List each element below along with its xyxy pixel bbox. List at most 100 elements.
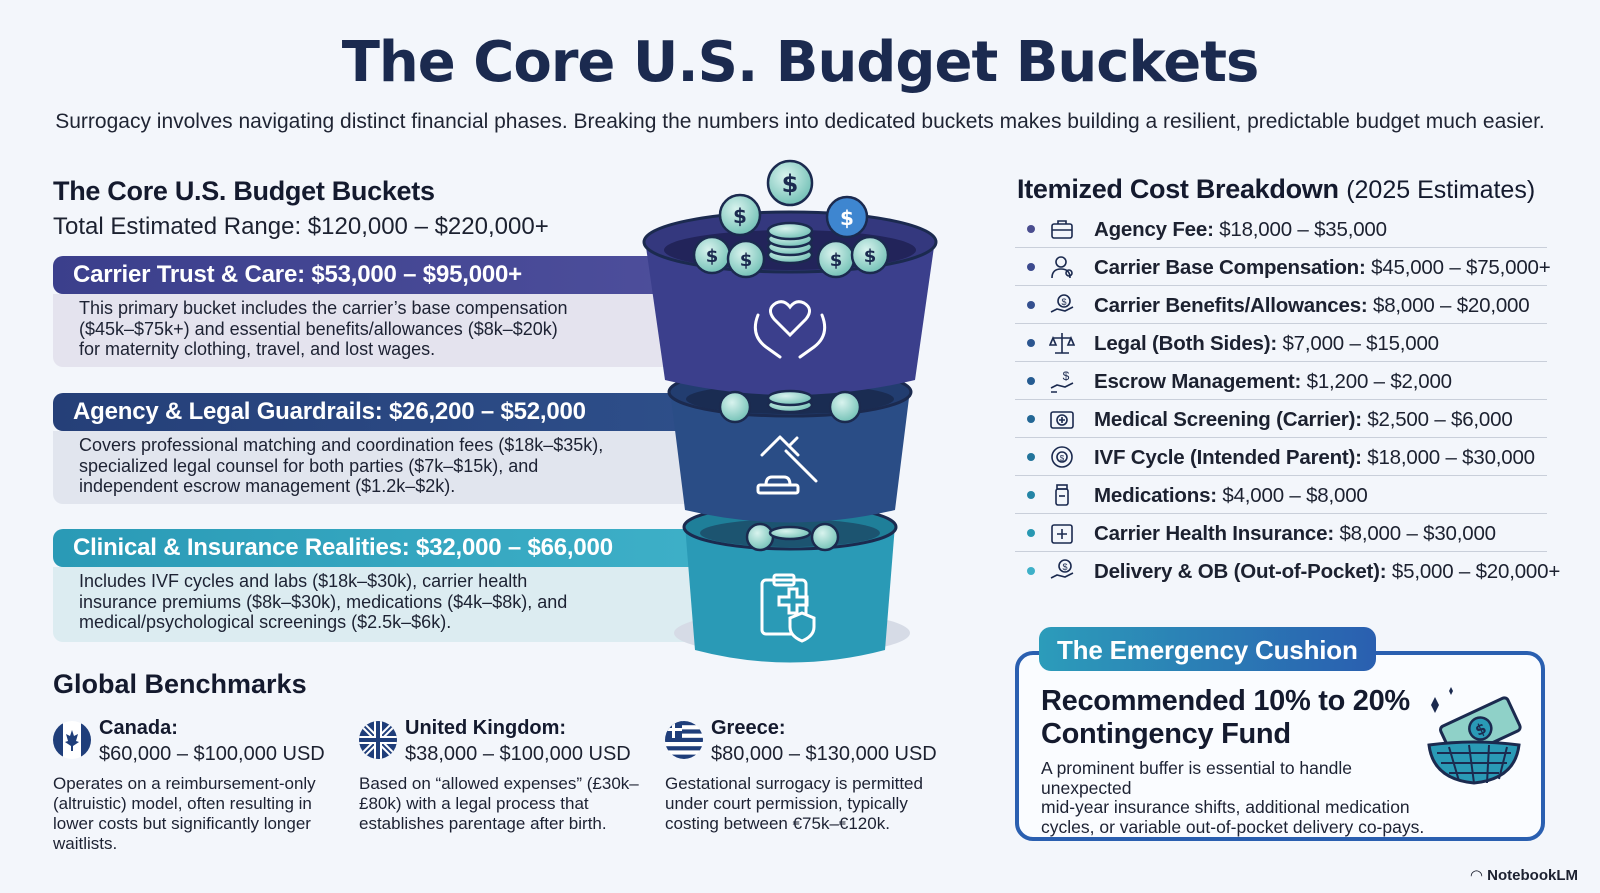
cost-item-text: Carrier Benefits/Allowances: $8,000 – $2… xyxy=(1094,294,1530,318)
bucket-desc-line: Includes IVF cycles and labs ($18k–$30k)… xyxy=(79,571,528,591)
note-line: establishes parentage after birth. xyxy=(359,814,607,833)
svg-text:$: $ xyxy=(1063,369,1070,383)
bucket-description: Covers professional matching and coordin… xyxy=(53,431,703,504)
cost-item-label: Escrow Management: xyxy=(1094,370,1302,393)
country-note: Gestational surrogacy is permitted under… xyxy=(665,774,955,834)
cost-item-value: $18,000 – $30,000 xyxy=(1361,446,1535,469)
cost-item-value: $45,000 – $75,000+ xyxy=(1365,256,1551,279)
cost-item: Carrier Health Insurance: $8,000 – $30,0… xyxy=(1015,514,1547,552)
medical-kit-icon xyxy=(1050,411,1074,429)
emergency-cushion-card: The Emergency Cushion Recommended 10% to… xyxy=(1015,627,1545,841)
note-line: Operates on a reimbursement-only xyxy=(53,774,316,793)
bucket-title: Clinical & Insurance Realities: $32,000 … xyxy=(53,529,713,567)
money-net-icon: $ xyxy=(1427,687,1522,785)
cell-icon: $ xyxy=(1051,446,1073,468)
page-title: The Core U.S. Budget Buckets xyxy=(341,30,1260,95)
cost-item-text: Agency Fee: $18,000 – $35,000 xyxy=(1094,218,1387,242)
cost-item-value: $2,500 – $6,000 xyxy=(1361,408,1513,431)
bucket-description: Includes IVF cycles and labs ($18k–$30k)… xyxy=(53,567,713,642)
svg-text:$: $ xyxy=(706,246,719,267)
country-uk: United Kingdom: $38,000 – $100,000 USD B… xyxy=(359,717,649,834)
cost-item-label: Delivery & OB (Out-of-Pocket): xyxy=(1094,560,1387,583)
heart-hands-icon xyxy=(753,300,827,359)
uk-flag-icon xyxy=(359,721,397,759)
svg-text:$: $ xyxy=(1060,454,1065,463)
cost-item: Agency Fee: $18,000 – $35,000 xyxy=(1015,210,1547,248)
cost-item-text: Escrow Management: $1,200 – $2,000 xyxy=(1094,370,1452,394)
bucket-desc-line: independent escrow management ($1.2k–$2k… xyxy=(79,476,456,496)
svg-text:$: $ xyxy=(1062,562,1067,572)
bullet-dot xyxy=(1027,339,1035,347)
svg-text:$: $ xyxy=(840,206,854,230)
cost-item: Medical Screening (Carrier): $2,500 – $6… xyxy=(1015,400,1547,438)
bucket-desc-line: Covers professional matching and coordin… xyxy=(79,435,604,455)
cost-item-text: Legal (Both Sides): $7,000 – $15,000 xyxy=(1094,332,1439,356)
svg-text:$: $ xyxy=(733,204,747,228)
cost-item-label: Carrier Health Insurance: xyxy=(1094,522,1334,545)
itemized-list: Agency Fee: $18,000 – $35,000 Carrier Bas… xyxy=(1015,210,1560,590)
cushion-headline: Recommended 10% to 20% Contingency Fund xyxy=(1041,685,1410,751)
bullet-dot xyxy=(1027,377,1035,385)
cost-item-value: $4,000 – $8,000 xyxy=(1216,484,1368,507)
itemized-heading: Itemized Cost Breakdown (2025 Estimates) xyxy=(1017,174,1535,205)
person-icon xyxy=(1051,256,1073,279)
country-cost: $38,000 – $100,000 USD xyxy=(405,743,631,765)
cost-item-label: Carrier Benefits/Allowances: xyxy=(1094,294,1368,317)
bucket-clinical-insurance: Clinical & Insurance Realities: $32,000 … xyxy=(53,529,713,642)
cost-item-label: Carrier Base Compensation: xyxy=(1094,256,1366,279)
country-name: Canada: xyxy=(99,717,178,739)
bucket-title: Agency & Legal Guardrails: $26,200 – $52… xyxy=(53,393,713,431)
country-name: United Kingdom: xyxy=(405,717,567,739)
cost-item: Medications: $4,000 – $8,000 xyxy=(1015,476,1547,514)
cost-item-label: Medications: xyxy=(1094,484,1217,507)
left-heading: The Core U.S. Budget Buckets xyxy=(53,176,435,206)
bullet-dot xyxy=(1027,301,1035,309)
bucket-desc-line: insurance premiums ($8k–$30k), medicatio… xyxy=(79,591,568,612)
bucket-desc-line: specialized legal counsel for both parti… xyxy=(79,455,539,476)
hand-dollar-icon: $ xyxy=(1050,559,1074,579)
cost-item-value: $1,200 – $2,000 xyxy=(1301,370,1452,393)
bullet-dot xyxy=(1027,529,1035,537)
brand-footer: ◠ NotebookLM xyxy=(1469,867,1578,884)
note-line: lower costs but significantly longer xyxy=(53,814,311,833)
itemized-title: Itemized Cost Breakdown xyxy=(1017,174,1339,204)
bullet-dot xyxy=(1027,225,1035,233)
country-cost: $60,000 – $100,000 USD xyxy=(99,743,325,765)
pill-bottle-icon xyxy=(1055,484,1069,506)
greece-flag-icon xyxy=(665,721,703,759)
cost-item-text: IVF Cycle (Intended Parent): $18,000 – $… xyxy=(1094,446,1535,470)
svg-text:$: $ xyxy=(1061,297,1066,307)
bullet-dot xyxy=(1027,453,1035,461)
canada-flag-icon xyxy=(53,721,91,759)
cost-item-label: Agency Fee: xyxy=(1094,218,1214,241)
note-line: Gestational surrogacy is permitted xyxy=(665,774,923,793)
cost-item-label: IVF Cycle (Intended Parent): xyxy=(1094,446,1362,469)
bucket-agency-legal: Agency & Legal Guardrails: $26,200 – $52… xyxy=(53,393,713,504)
cost-item-text: Medications: $4,000 – $8,000 xyxy=(1094,484,1368,508)
bullet-dot xyxy=(1027,567,1035,575)
clipboard-shield-icon xyxy=(760,573,816,643)
bucket-carrier-trust: Carrier Trust & Care: $53,000 – $95,000+… xyxy=(53,256,713,367)
country-name: Greece: xyxy=(711,717,786,739)
page-subtitle: Surrogacy involves navigating distinct f… xyxy=(55,110,1545,133)
briefcase-icon xyxy=(1051,220,1073,239)
country-note: Operates on a reimbursement-only (altrui… xyxy=(53,774,343,854)
hand-coin-icon: $ xyxy=(1050,294,1074,313)
cost-item-value: $5,000 – $20,000+ xyxy=(1386,560,1561,583)
scales-icon xyxy=(1049,333,1075,354)
brand-name: NotebookLM xyxy=(1487,867,1578,884)
bucket-desc-line: for maternity clothing, travel, and lost… xyxy=(79,339,436,359)
bullet-dot xyxy=(1027,491,1035,499)
note-line: Based on “allowed expenses” (£30k– xyxy=(359,774,639,793)
escrow-hand-icon: $ xyxy=(1050,369,1074,393)
bucket-desc-line: medical/psychological screenings ($2.5k–… xyxy=(79,612,452,632)
headline-line: Recommended 10% to 20% xyxy=(1041,685,1410,717)
cost-item-label: Medical Screening (Carrier): xyxy=(1094,408,1362,431)
svg-text:$: $ xyxy=(830,250,843,271)
cost-item: $ Delivery & OB (Out-of-Pocket): $5,000 –… xyxy=(1015,552,1560,590)
itemized-note: (2025 Estimates) xyxy=(1346,176,1536,204)
left-header: The Core U.S. Budget Buckets Total Estim… xyxy=(53,176,549,241)
cushion-body: A prominent buffer is essential to handl… xyxy=(1041,758,1436,837)
svg-text:$: $ xyxy=(740,250,753,271)
country-greece: Greece: $80,000 – $130,000 USD Gestation… xyxy=(665,717,955,834)
